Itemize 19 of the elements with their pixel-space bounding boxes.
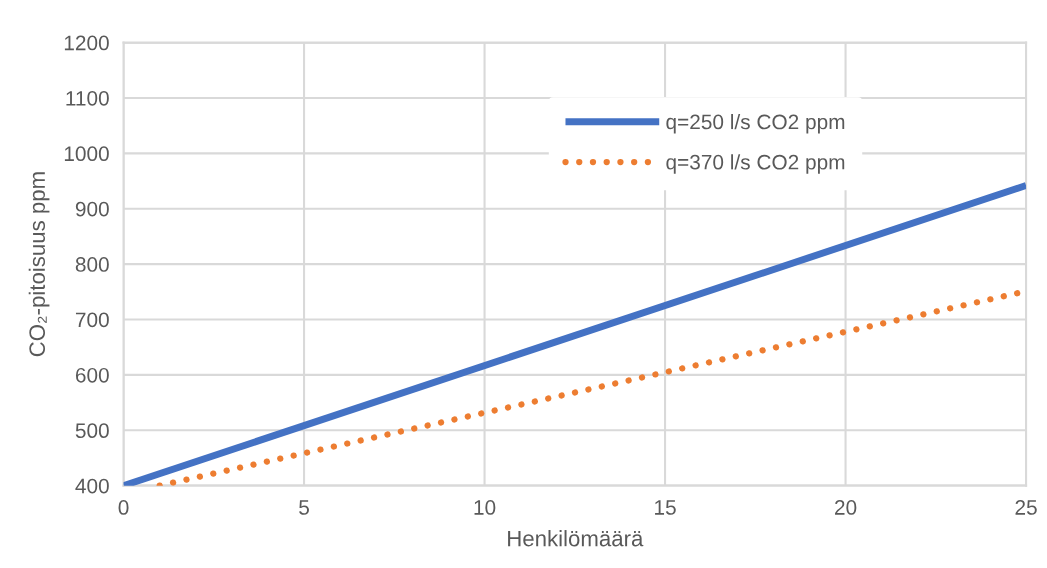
y-tick-label: 800 [75, 257, 109, 272]
y-tick-label: 900 [75, 201, 109, 217]
x-tick-label: 10 [474, 500, 496, 515]
y-axis-title: CO₂-pitoisuus ppm [28, 172, 50, 357]
legend-label: q=370 l/s CO2 ppm [666, 154, 845, 174]
x-tick-label: 25 [1015, 500, 1037, 515]
y-tick-label: 600 [75, 367, 109, 383]
y-tick-label: 400 [75, 478, 109, 494]
y-tick-label: 700 [75, 312, 109, 328]
legend-label: q=250 l/s CO2 ppm [666, 113, 845, 134]
y-tick-label: 1100 [66, 90, 109, 106]
y-tick-label: 500 [75, 423, 109, 439]
x-tick-label: 5 [299, 500, 309, 515]
y-tick-label: 1200 [64, 35, 109, 51]
x-tick-label: 0 [118, 500, 129, 515]
x-axis-title: Henkilömäärä [508, 530, 644, 547]
x-tick-label: 15 [655, 500, 676, 515]
y-tick-label: 1000 [64, 146, 109, 162]
x-tick-label: 20 [835, 500, 857, 515]
